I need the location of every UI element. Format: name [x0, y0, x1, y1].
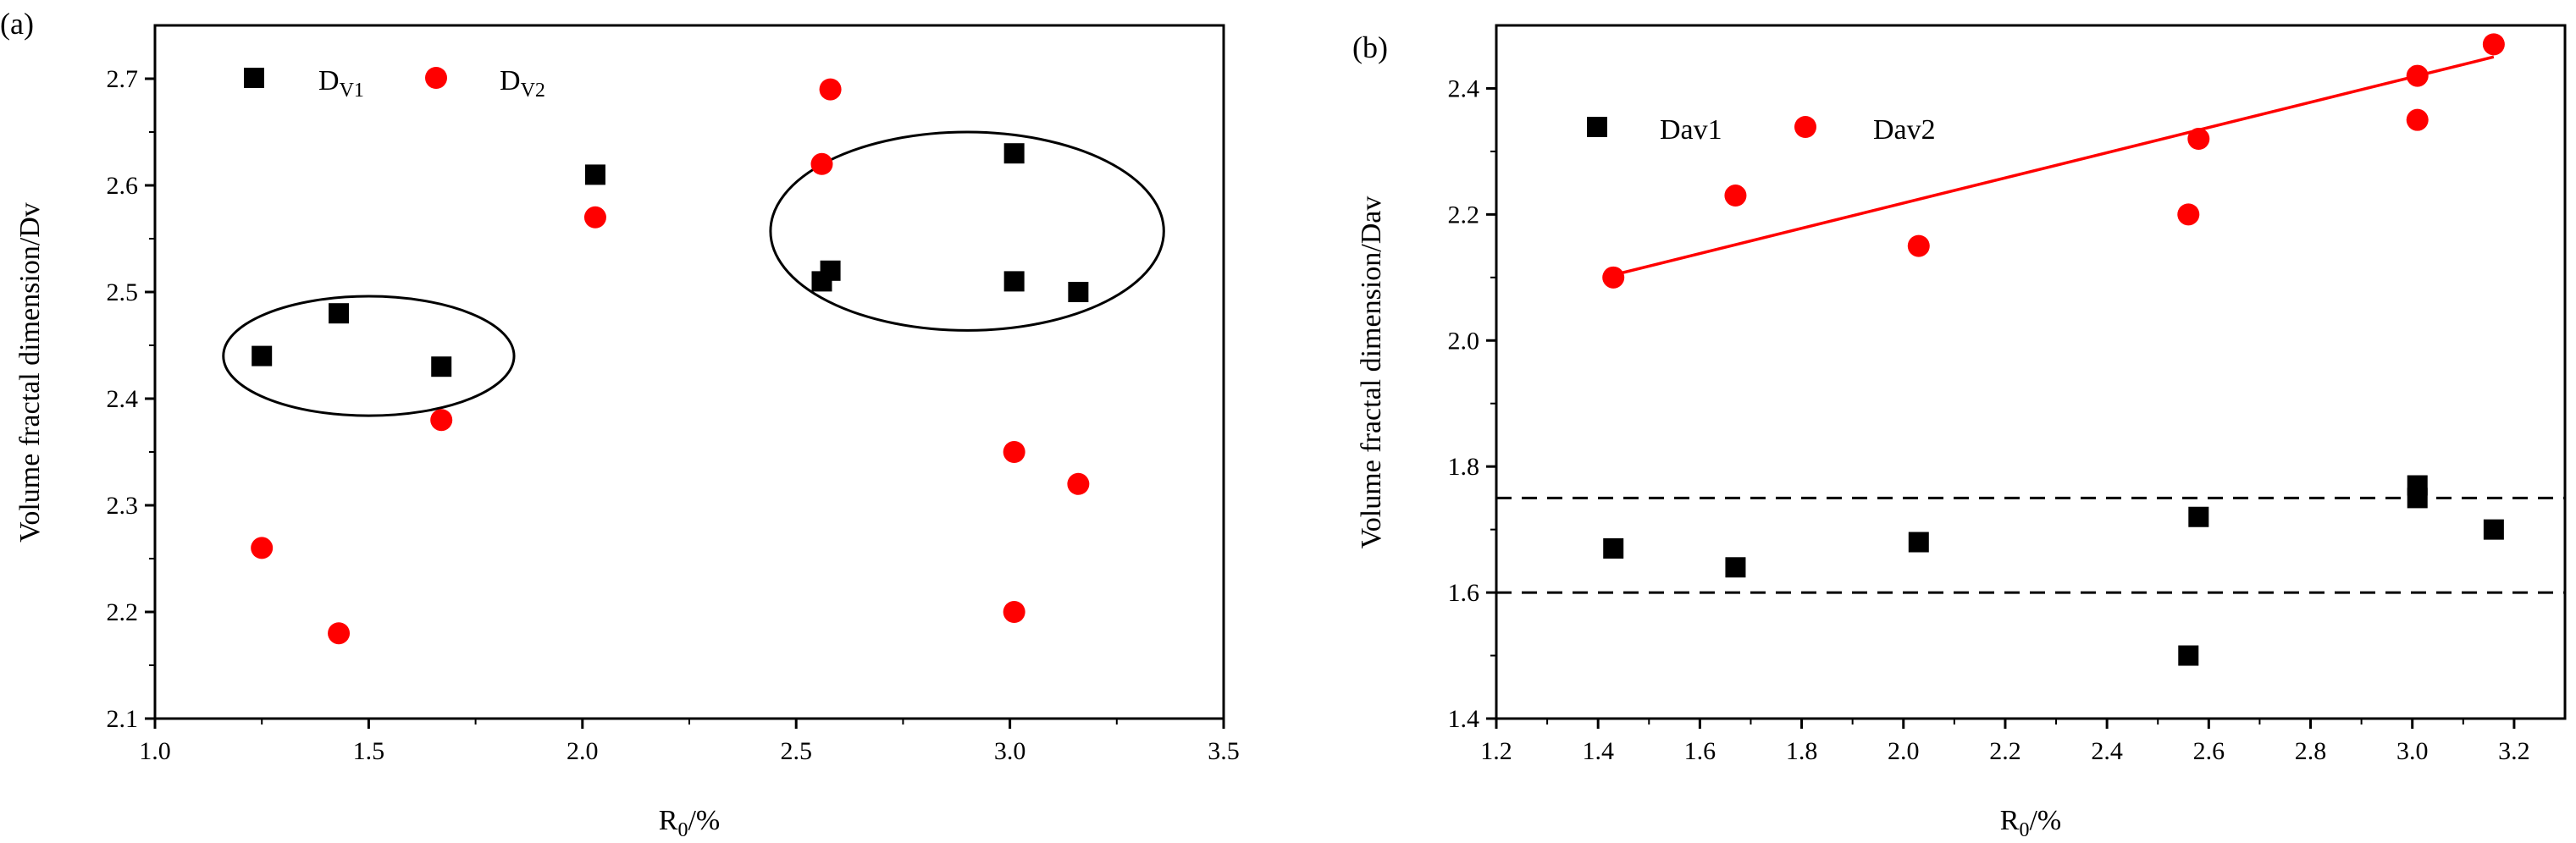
x-tick-label: 2.0	[567, 737, 599, 765]
data-point-circle	[2406, 64, 2429, 87]
data-point-circle	[251, 537, 274, 559]
y-tick-label: 2.3	[107, 492, 139, 520]
data-point-square	[584, 164, 605, 185]
legend-a-circle-marker	[425, 67, 447, 89]
data-point-square	[1725, 557, 1746, 578]
panel-b: (b) 1.2 1.4 1.6 1.8 2.0 2.2 2.4 2.6 2.8 3.0 3.21.4…	[1352, 24, 2567, 841]
cluster-ellipse	[222, 295, 516, 417]
y-tick-label: 2.4	[107, 385, 139, 413]
panel-a-ellipses	[222, 130, 1165, 417]
x-tick-label: 3.0	[994, 737, 1026, 765]
data-point-circle	[1602, 266, 1625, 289]
panel-b-reference-lines	[1496, 496, 2565, 594]
legend-b-square-marker	[1587, 117, 1607, 137]
data-point-circle	[1003, 601, 1025, 623]
y-tick-label: 1.6	[1448, 579, 1480, 607]
x-tick-label: 1.2	[1480, 737, 1512, 765]
y-tick-label: 2.1	[107, 705, 139, 733]
x-tick-label: 2.2	[1989, 737, 2021, 765]
cluster-ellipse	[769, 130, 1165, 332]
data-point-square	[1603, 537, 1624, 559]
panel-b-legend: Dav1 Dav2	[1587, 114, 1936, 146]
data-point-square	[1003, 271, 1025, 292]
x-tick-label: 1.8	[1786, 737, 1818, 765]
panel-a-legend: DV1 DV2	[244, 65, 545, 102]
data-point-square	[820, 260, 841, 281]
y-tick-label: 2.2	[107, 598, 139, 626]
x-tick-label: 1.4	[1582, 737, 1614, 765]
linear-fit-line	[1602, 55, 2495, 279]
data-point-circle	[810, 152, 833, 175]
y-tick-label: 2.6	[107, 172, 139, 200]
legend-a-dv1-label: DV1	[318, 65, 364, 102]
panel-a-ylabel: Volume fractal dimension/Dv	[14, 202, 46, 543]
y-tick-label: 2.2	[1448, 201, 1480, 229]
y-tick-label: 2.7	[107, 65, 139, 93]
data-point-square	[329, 303, 350, 324]
panel-a-ticks: 1.0 1.5 2.0 2.5 3.0 3.5 2.1 2.2 2.3 2.4 2.5 2.6 2.7	[107, 65, 1240, 765]
x-tick-label: 3.5	[1208, 737, 1240, 765]
data-point-circle	[2406, 108, 2429, 131]
x-tick-label: 1.0	[139, 737, 171, 765]
y-tick-label: 1.4	[1448, 705, 1480, 733]
data-point-square	[1068, 282, 1089, 302]
x-tick-label: 3.0	[2396, 737, 2429, 765]
data-point-circle	[1003, 441, 1025, 463]
panel-b-fit-line	[1602, 55, 2495, 279]
panel-b-tag: (b)	[1352, 30, 1388, 64]
panel-b-ylabel: Volume fractal dimension/Dav	[1356, 196, 1387, 549]
y-tick-label: 2.4	[1448, 74, 1480, 102]
x-tick-label: 1.6	[1684, 737, 1716, 765]
x-tick-label: 2.5	[780, 737, 812, 765]
data-point-square	[431, 356, 452, 377]
y-tick-label: 2.5	[107, 278, 139, 306]
data-point-square	[2407, 488, 2428, 509]
data-point-circle	[1907, 234, 1930, 257]
y-tick-label: 2.0	[1448, 327, 1480, 355]
panel-a-plot-frame	[153, 24, 1225, 720]
legend-b-circle-marker	[1794, 116, 1816, 138]
legend-a-dv2-label: DV2	[500, 65, 545, 102]
legend-a-square-marker	[244, 68, 264, 88]
panel-a-points	[251, 78, 1090, 645]
data-point-square	[2178, 645, 2199, 666]
panel-b-ticks: 1.2 1.4 1.6 1.8 2.0 2.2 2.4 2.6 2.8 3.0 3.21.41.61…	[1448, 74, 2530, 765]
data-point-circle	[328, 622, 351, 645]
panel-b-points	[1602, 33, 2505, 666]
data-point-circle	[1724, 185, 1747, 207]
legend-b-dav2-label: Dav2	[1873, 114, 1936, 146]
data-point-square	[252, 345, 273, 366]
y-tick-label: 1.8	[1448, 453, 1480, 481]
data-point-square	[1003, 143, 1025, 164]
data-point-square	[2483, 519, 2504, 540]
panel-a: (a) 1.0 1.5 2.0 2.5 3.0 3.5 2.1 2.2 2.3 2.4 2.5 2.6…	[0, 7, 1240, 841]
data-point-circle	[430, 409, 453, 432]
x-tick-label: 1.5	[353, 737, 385, 765]
data-point-square	[2188, 506, 2209, 527]
data-point-circle	[819, 78, 842, 101]
x-tick-label: 2.4	[2091, 737, 2123, 765]
x-tick-label: 3.2	[2498, 737, 2530, 765]
data-point-circle	[583, 206, 606, 229]
panel-a-tag: (a)	[0, 7, 34, 41]
panel-a-xlabel: R0/%	[659, 805, 720, 841]
data-point-circle	[2482, 33, 2505, 56]
panel-b-plot-frame	[1495, 24, 2567, 720]
data-point-square	[1908, 532, 1929, 553]
x-tick-label: 2.0	[1888, 737, 1920, 765]
x-tick-label: 2.6	[2193, 737, 2225, 765]
x-tick-label: 2.8	[2295, 737, 2327, 765]
data-point-circle	[2187, 128, 2210, 151]
data-point-circle	[1067, 472, 1090, 495]
panel-b-xlabel: R0/%	[2000, 805, 2061, 841]
data-point-circle	[2177, 203, 2200, 226]
legend-b-dav1-label: Dav1	[1660, 114, 1722, 146]
